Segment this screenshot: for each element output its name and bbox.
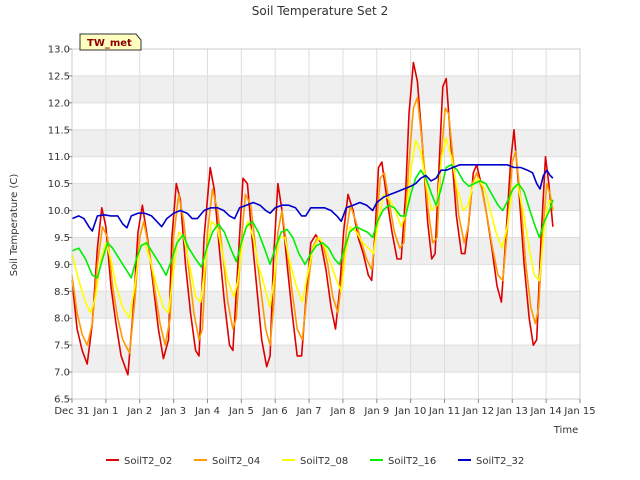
y-tick-label: 10.0 xyxy=(48,206,70,217)
x-tick-label: Jan 2 xyxy=(126,406,152,417)
x-tick-label: Jan 11 xyxy=(428,406,460,417)
legend-label: SoilT2_02 xyxy=(124,456,172,467)
series-lines xyxy=(71,61,554,376)
y-tick-label: 13.0 xyxy=(48,45,70,56)
x-tick-label: Jan 7 xyxy=(296,406,322,417)
y-tick-label: 12.0 xyxy=(48,98,70,109)
x-tick-label: Jan 3 xyxy=(160,406,186,417)
x-tick-label: Jan 13 xyxy=(496,406,528,417)
series-line-soilt2-08 xyxy=(71,137,554,319)
y-tick-label: 10.5 xyxy=(48,179,70,190)
legend-label: SoilT2_16 xyxy=(388,456,436,467)
x-tick-label: Jan 9 xyxy=(363,406,389,417)
legend-label: SoilT2_04 xyxy=(212,456,260,467)
series-line-soilt2-16 xyxy=(71,164,554,279)
grid-band xyxy=(72,75,580,103)
badge-text: TW_met xyxy=(87,38,132,49)
y-tick-label: 8.5 xyxy=(54,287,70,298)
x-tick-label: Jan 15 xyxy=(563,406,595,417)
x-tick-label: Jan 10 xyxy=(394,406,426,417)
y-tick-label: 12.5 xyxy=(48,71,70,82)
plot-area xyxy=(72,49,580,399)
x-tick-label: Jan 6 xyxy=(262,406,288,417)
y-tick-label: 8.0 xyxy=(54,314,70,325)
x-tick-label: Jan 8 xyxy=(329,406,355,417)
y-tick-label: 6.5 xyxy=(54,395,70,406)
chart-title: Soil Temperature Set 2 xyxy=(252,4,388,18)
grid-band xyxy=(72,129,580,157)
x-tick-label: Jan 4 xyxy=(194,406,220,417)
x-tick-label: Dec 31 xyxy=(54,406,89,417)
x-tick-label: Jan 1 xyxy=(92,406,118,417)
plot-frame xyxy=(71,48,581,400)
x-axis-ticks: Dec 31 Jan 1 Jan 2 Jan 3 Jan 4 Jan 5 Jan 6 Jan … xyxy=(54,399,596,417)
legend: SoilT2_02 SoilT2_04 SoilT2_08 SoilT2_16 Soil… xyxy=(106,456,524,467)
x-tick-label: Jan 12 xyxy=(462,406,494,417)
series-line-soilt2-32 xyxy=(71,164,554,232)
y-tick-label: 11.0 xyxy=(48,152,70,163)
x-tick-label: Jan 5 xyxy=(228,406,254,417)
legend-label: SoilT2_08 xyxy=(300,456,348,467)
plot-background xyxy=(72,49,580,399)
y-tick-label: 7.5 xyxy=(54,341,70,352)
grid-band xyxy=(72,291,580,319)
tw-met-badge: TW_met xyxy=(79,33,142,51)
legend-label: SoilT2_32 xyxy=(476,456,524,467)
grid-band xyxy=(72,183,580,211)
x-axis-title: Time xyxy=(553,425,578,436)
y-tick-label: 11.5 xyxy=(48,125,70,136)
y-axis-ticks: 6.5 7.0 7.5 8.0 8.5 9.0 9.5 10.0 10.5 11.0 11.5 12.… xyxy=(48,45,72,406)
y-tick-label: 7.0 xyxy=(54,368,70,379)
series-line-soilt2-02 xyxy=(71,61,554,376)
y-tick-label: 9.5 xyxy=(54,233,70,244)
y-tick-label: 9.0 xyxy=(54,260,70,271)
grid-band xyxy=(72,345,580,373)
x-tick-label: Jan 14 xyxy=(529,406,561,417)
y-axis-title: Soil Temperature (C) xyxy=(9,174,20,277)
